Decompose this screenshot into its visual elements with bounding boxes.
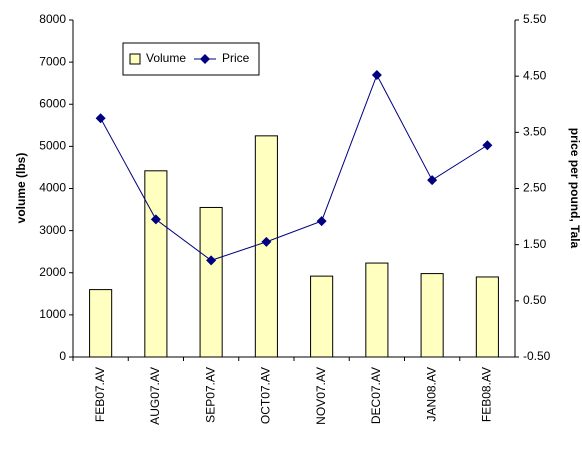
price-line	[100, 73, 488, 261]
x-tick-label: OCT07.AV	[259, 367, 273, 424]
legend-swatch	[129, 53, 141, 65]
bar	[475, 276, 499, 358]
bar	[310, 275, 334, 358]
y2-axis-title: price per pound, Tala	[568, 128, 582, 249]
y-tick-label: 0	[59, 349, 66, 363]
price-point	[427, 175, 438, 186]
x-tick-label: SEP07.AV	[203, 367, 217, 423]
y-tick-label: 5000	[39, 139, 66, 153]
y2-tick-label: -0.50	[523, 349, 551, 363]
y2-tick-label: 1.50	[523, 237, 547, 251]
y-tick-label: 1000	[39, 307, 66, 321]
legend-label: Volume	[146, 51, 186, 65]
y2-tick-label: 2.50	[523, 181, 547, 195]
y-tick-label: 4000	[39, 181, 66, 195]
y-tick-label: 6000	[39, 96, 66, 110]
bar	[420, 273, 444, 358]
bar	[199, 206, 223, 358]
y-tick-label: 2000	[39, 265, 66, 279]
x-tick-label: FEB07.AV	[93, 367, 107, 422]
legend-marker	[200, 54, 210, 64]
price-point	[316, 216, 327, 227]
x-tick-label: AUG07.AV	[148, 367, 162, 425]
y2-tick-label: 5.50	[523, 12, 547, 26]
y2-tick-label: 3.50	[523, 125, 547, 139]
y-tick-label: 3000	[39, 223, 66, 237]
price-point	[261, 236, 272, 247]
y-axis-title: volume (lbs)	[14, 153, 28, 224]
y2-tick-label: 4.50	[523, 68, 547, 82]
legend-label: Price	[222, 51, 250, 65]
y-tick-label: 8000	[39, 12, 66, 26]
price-point	[371, 70, 382, 81]
x-tick-label: DEC07.AV	[369, 367, 383, 424]
x-tick-label: JAN08.AV	[424, 367, 438, 421]
bar	[144, 170, 168, 358]
legend	[122, 42, 260, 76]
bar	[365, 262, 389, 358]
price-point	[482, 140, 493, 151]
x-tick-label: NOV07.AV	[314, 367, 328, 425]
x-tick-label: FEB08.AV	[480, 367, 494, 422]
price-point	[150, 214, 161, 225]
price-point	[95, 113, 106, 124]
y-tick-label: 7000	[39, 54, 66, 68]
bar	[89, 289, 113, 358]
y2-tick-label: 0.50	[523, 293, 547, 307]
price-point	[206, 255, 217, 266]
